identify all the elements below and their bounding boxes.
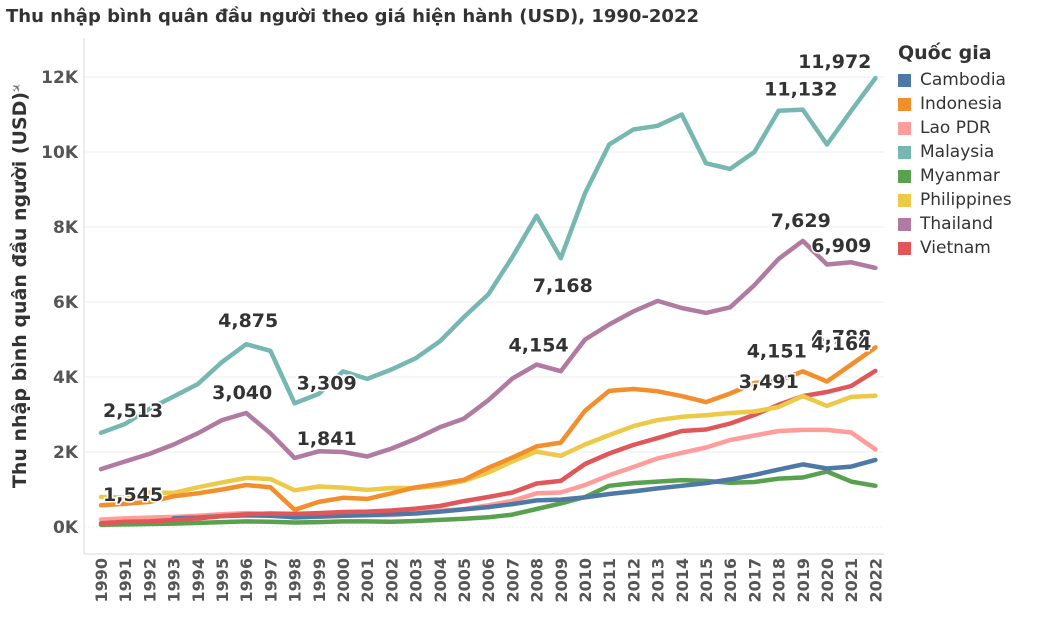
legend-label: Vietnam [920,238,991,258]
series-line-thailand[interactable] [98,238,878,472]
x-tick-label: 1990 [92,558,111,603]
x-tick-label: 2005 [455,558,474,603]
y-tick-label: 10K [41,143,79,163]
x-tick-label: 2014 [673,558,692,603]
legend-swatch [898,121,911,135]
x-tick-label: 2008 [528,558,547,603]
series-line-philippines[interactable] [98,393,878,500]
legend-item-philippines[interactable]: Philippines [898,188,1012,212]
x-tick-label: 1997 [261,558,280,603]
x-tick-label: 1992 [140,558,159,603]
data-label: 3,040 [212,382,272,404]
x-tick-label: 2001 [358,558,377,603]
x-tick-label: 2013 [649,558,668,603]
data-label: 1,545 [103,484,163,506]
data-label: 4,154 [509,335,569,357]
legend-swatch [898,97,911,111]
series-line-indonesia[interactable] [98,345,878,513]
x-tick-label: 2012 [624,558,643,603]
series-line-cambodia[interactable] [171,457,878,521]
data-label: 11,132 [764,79,837,101]
x-tick-label: 2007 [503,558,522,603]
y-tick-label: 6K [53,293,79,313]
legend-item-vietnam[interactable]: Vietnam [898,236,1012,260]
legend-label: Lao PDR [920,118,991,138]
data-label: 4,164 [811,333,871,355]
x-tick-label: 2011 [600,558,619,603]
x-tick-label: 1999 [310,558,329,603]
y-tick-label: 8K [53,218,79,238]
legend-item-indonesia[interactable]: Indonesia [898,92,1012,116]
x-tick-label: 1996 [237,558,256,603]
x-tick-label: 2006 [479,558,498,603]
series-line-malaysia[interactable] [98,75,878,436]
series-line-vietnam[interactable] [98,368,878,526]
x-tick-label: 2009 [552,558,571,603]
x-tick-label: 1995 [213,558,232,603]
legend-item-malaysia[interactable]: Malaysia [898,140,1012,164]
x-tick-label: 1993 [165,558,184,603]
x-tick-label: 2020 [818,558,837,603]
legend: Quốc gia Cambodia Indonesia Lao PDR Malaysi… [898,42,1012,260]
chart-title: Thu nhập bình quân đầu người theo giá hi… [6,6,700,27]
y-tick-label: 2K [53,443,79,463]
legend-label: Cambodia [920,70,1006,90]
y-tick-label: 12K [41,68,79,88]
legend-swatch [898,241,911,255]
data-label: 3,309 [297,372,357,394]
legend-swatch [898,169,911,183]
data-label: 7,168 [533,275,593,297]
x-tick-label: 2021 [842,558,861,603]
x-tick-label: 2000 [334,558,353,603]
y-axis-label: Thu nhập bình quân đầu người (USD) [8,92,31,488]
data-label: 1,841 [297,428,357,450]
data-label: 4,151 [747,340,807,362]
legend-swatch [898,193,911,207]
series-line-myanmar[interactable] [98,469,878,528]
x-tick-label: 2017 [745,558,764,603]
legend-label: Malaysia [920,142,995,162]
y-tick-label: 0K [53,518,79,538]
data-label: 4,875 [218,310,278,332]
x-tick-label: 2015 [697,558,716,603]
x-tick-label: 2010 [576,558,595,603]
data-label: 7,629 [771,210,831,232]
x-tick-label: 2004 [431,558,450,603]
legend-label: Thailand [920,214,994,234]
legend-swatch [898,73,911,87]
x-tick-label: 2022 [866,558,885,603]
y-tick-label: 4K [53,368,79,388]
data-label: 11,972 [798,51,871,73]
data-label: 2,513 [103,400,163,422]
data-label: 6,909 [811,235,871,257]
x-tick-label: 2019 [794,558,813,603]
legend-label: Indonesia [920,94,1003,114]
x-tick-label: 1994 [189,558,208,603]
legend-label: Philippines [920,190,1012,210]
legend-item-myanmar[interactable]: Myanmar [898,164,1012,188]
x-tick-label: 2018 [770,558,789,603]
x-tick-label: 1998 [286,558,305,603]
legend-label: Myanmar [920,166,1000,186]
x-tick-label: 2016 [721,558,740,603]
x-tick-label: 2003 [407,558,426,603]
legend-item-lao-pdr[interactable]: Lao PDR [898,116,1012,140]
legend-item-cambodia[interactable]: Cambodia [898,68,1012,92]
legend-item-thailand[interactable]: Thailand [898,212,1012,236]
legend-swatch [898,217,911,231]
legend-swatch [898,145,911,159]
data-label: 4,788 [811,326,871,348]
x-tick-label: 1991 [116,558,135,603]
legend-title: Quốc gia [898,42,992,64]
x-tick-label: 2002 [382,558,401,603]
data-label: 3,491 [739,371,799,393]
